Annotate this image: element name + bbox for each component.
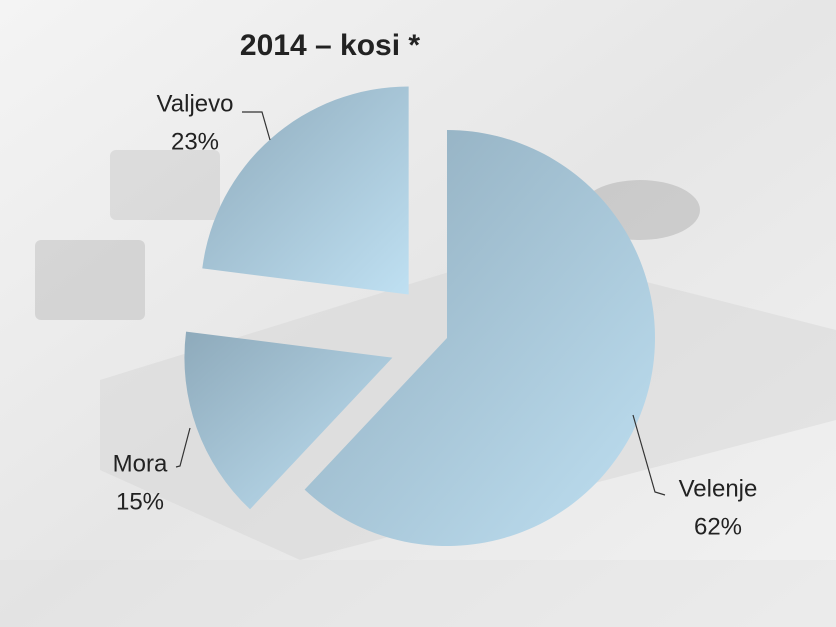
value-label: 15% (116, 488, 164, 515)
slice-label: Mora (113, 450, 168, 477)
pie-slice (202, 86, 409, 295)
slice-label: Valjevo (157, 90, 234, 117)
value-label: 23% (171, 128, 219, 155)
leader-line (242, 111, 271, 141)
slice-label: Velenje (679, 475, 758, 502)
pie-slice (184, 331, 393, 510)
chart-title: 2014 – kosi * (240, 29, 420, 62)
pie-slice (304, 130, 655, 546)
leader-line (632, 414, 666, 496)
leader-line (175, 427, 191, 468)
value-label: 62% (694, 513, 742, 540)
